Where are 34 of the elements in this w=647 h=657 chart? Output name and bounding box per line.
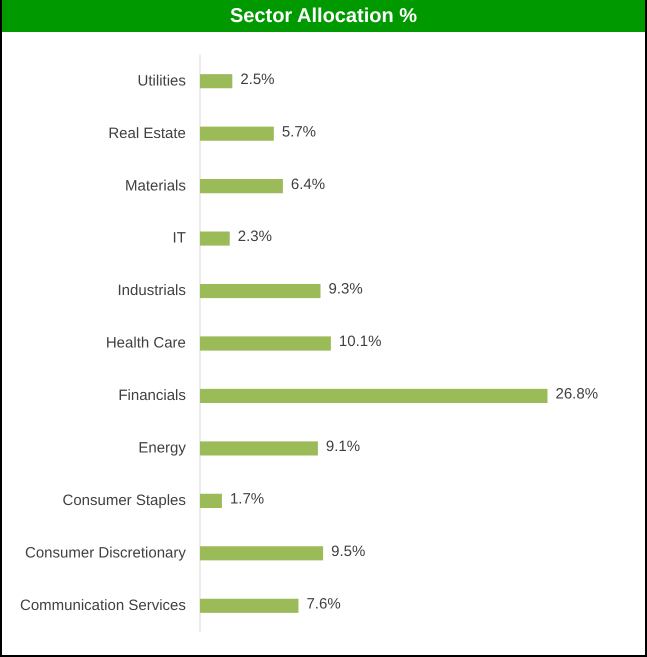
bar	[200, 388, 548, 404]
bar	[200, 336, 331, 351]
data-label: 1.7%	[230, 490, 264, 508]
y-tick-label: Financials	[118, 387, 186, 404]
bar	[200, 284, 321, 298]
y-tick-label: Health Care	[106, 334, 186, 352]
y-tick-label: Materials	[125, 177, 186, 194]
y-tick-label: Consumer Staples	[62, 492, 186, 510]
data-label: 9.5%	[331, 542, 366, 560]
bar	[200, 598, 298, 613]
data-label: 6.4%	[290, 176, 326, 193]
data-label: 5.7%	[282, 123, 316, 140]
chart-title: Sector Allocation %	[2, 0, 645, 32]
bar	[200, 74, 232, 88]
data-label: 9.1%	[326, 438, 360, 456]
bar	[200, 441, 318, 456]
y-tick-label: Industrials	[118, 282, 186, 300]
data-label: 7.6%	[306, 595, 341, 612]
y-tick-label: Communication Services	[20, 596, 186, 614]
bar	[200, 179, 283, 194]
y-tick-label: Consumer Discretionary	[25, 544, 186, 562]
data-label: 10.1%	[338, 333, 382, 350]
bar	[200, 494, 222, 508]
data-label: 2.3%	[238, 228, 272, 246]
bar	[200, 126, 274, 141]
bar	[200, 232, 230, 246]
y-tick-label: Real Estate	[108, 124, 186, 142]
data-label: 9.3%	[328, 280, 363, 298]
data-label: 2.5%	[240, 70, 275, 88]
bar	[200, 546, 324, 560]
y-tick-label: IT	[172, 230, 186, 247]
y-tick-label: Utilities	[138, 72, 186, 90]
data-label: 26.8%	[555, 386, 598, 403]
y-tick-label: Energy	[138, 440, 186, 457]
